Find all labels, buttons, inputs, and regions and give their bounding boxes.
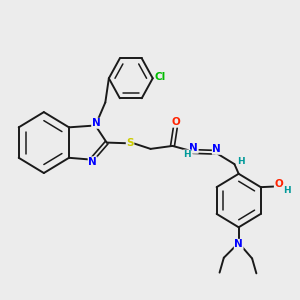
- Text: O: O: [274, 179, 283, 189]
- Text: N: N: [234, 239, 243, 249]
- Text: N: N: [92, 118, 100, 128]
- Text: H: H: [237, 157, 244, 166]
- Text: Cl: Cl: [155, 72, 166, 82]
- Text: H: H: [184, 150, 191, 159]
- Text: H: H: [283, 186, 290, 195]
- Text: O: O: [172, 117, 180, 127]
- Text: N: N: [88, 157, 97, 167]
- Text: S: S: [126, 138, 134, 148]
- Text: N: N: [212, 144, 221, 154]
- Text: N: N: [189, 143, 198, 153]
